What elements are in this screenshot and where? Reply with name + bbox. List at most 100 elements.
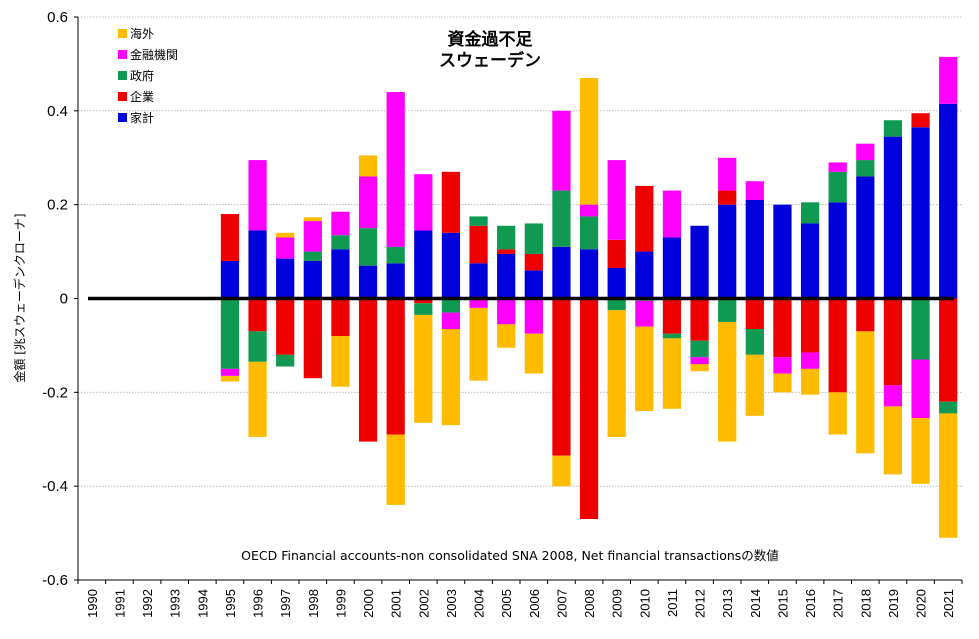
legend-swatch — [118, 113, 127, 122]
bar-segment — [441, 171, 461, 233]
bar-segment — [248, 160, 267, 231]
x-tick-label: 2018 — [858, 589, 873, 618]
bar-segment — [386, 434, 405, 505]
bar-segment — [358, 176, 378, 229]
bar-segment — [497, 249, 516, 254]
x-tick-label: 2017 — [831, 589, 846, 618]
bar-segment — [911, 127, 930, 299]
bar-segment — [883, 406, 903, 475]
bar-segment — [662, 298, 682, 334]
bar-segment — [552, 190, 571, 247]
bar-segment — [800, 368, 820, 395]
legend-swatch — [118, 29, 127, 38]
bar-segment — [690, 225, 709, 299]
y-tick-label: 0.4 — [47, 103, 68, 120]
bar-segment — [579, 77, 599, 205]
bar-segment — [469, 216, 488, 226]
bar-segment — [220, 368, 240, 376]
bars — [220, 56, 958, 538]
bar-segment — [524, 333, 543, 374]
bar-segment — [248, 230, 267, 299]
bar-segment — [635, 300, 654, 327]
bar-segment — [690, 298, 709, 341]
bar-segment — [883, 298, 903, 386]
bar-segment — [303, 221, 322, 252]
bar-segment — [331, 298, 350, 337]
bar-segment — [552, 455, 571, 487]
bar-segment — [939, 103, 958, 299]
bar-segment — [276, 258, 295, 299]
bar-segment — [331, 235, 350, 250]
bar-segment — [331, 249, 350, 299]
bar-segment — [469, 307, 488, 381]
bar-segment — [773, 204, 792, 299]
bar-segment — [800, 202, 820, 224]
bar-segment — [745, 298, 764, 329]
legend-swatch — [118, 92, 127, 101]
bar-segment — [469, 298, 488, 308]
bar-segment — [303, 298, 322, 379]
bar-segment — [828, 202, 847, 299]
bar-segment — [524, 253, 543, 271]
bar-segment — [414, 303, 433, 315]
x-tick-label: 2019 — [886, 589, 901, 618]
x-tick-label: 2002 — [416, 589, 431, 618]
y-tick-label: 0 — [60, 291, 68, 308]
bar-segment — [745, 199, 764, 299]
x-tick-label: 1991 — [112, 589, 127, 618]
bar-segment — [386, 246, 405, 264]
bar-segment — [856, 331, 875, 454]
x-tick-label: 2015 — [775, 589, 790, 618]
x-tick-label: 2001 — [389, 589, 404, 618]
bar-segment — [552, 298, 571, 456]
data-source-note: OECD Financial accounts-non consolidated… — [241, 548, 779, 563]
bar-segment — [662, 338, 682, 409]
bar-segment — [607, 239, 626, 269]
bar-segment — [911, 298, 930, 360]
bar-segment — [220, 375, 240, 382]
bar-segment — [579, 204, 599, 217]
x-tick-label: 1997 — [278, 589, 293, 618]
bar-segment — [939, 401, 958, 414]
bar-segment — [220, 214, 240, 261]
bar-segment — [883, 120, 903, 137]
bar-segment — [469, 263, 488, 299]
x-tick-label: 2008 — [582, 589, 597, 618]
bar-segment — [441, 328, 461, 426]
x-tick-label: 2012 — [693, 589, 708, 618]
x-tick-label: 2007 — [554, 589, 569, 618]
bar-segment — [828, 298, 847, 393]
bar-segment — [718, 321, 737, 442]
y-tick-label: 0.6 — [47, 9, 68, 26]
bar-segment — [386, 92, 405, 247]
x-tick-label: 1992 — [140, 589, 155, 618]
x-tick-label: 2000 — [361, 589, 376, 618]
x-tick-label: 2020 — [914, 589, 929, 618]
bar-segment — [911, 418, 930, 484]
bar-segment — [690, 340, 709, 358]
bar-segment — [718, 298, 737, 322]
bar-segment — [745, 354, 764, 416]
bar-segment — [358, 265, 378, 299]
bar-segment — [828, 171, 847, 203]
bar-segment — [773, 357, 792, 374]
bar-segment — [358, 228, 378, 266]
bar-segment — [524, 270, 543, 299]
bar-segment — [607, 160, 626, 240]
bar-segment — [276, 232, 295, 238]
bar-segment — [386, 263, 405, 299]
bar-segment — [939, 56, 958, 104]
x-tick-label: 1998 — [306, 589, 321, 618]
bar-segment — [276, 298, 295, 355]
bar-segment — [276, 237, 295, 259]
bar-segment — [303, 260, 322, 299]
bar-segment — [856, 176, 875, 299]
bar-segment — [414, 174, 433, 231]
legend-swatch — [118, 71, 127, 80]
x-tick-label: 2010 — [637, 589, 652, 618]
bar-segment — [635, 251, 654, 299]
bar-segment — [911, 359, 930, 419]
bar-segment — [690, 357, 709, 365]
bar-segment — [939, 413, 958, 538]
